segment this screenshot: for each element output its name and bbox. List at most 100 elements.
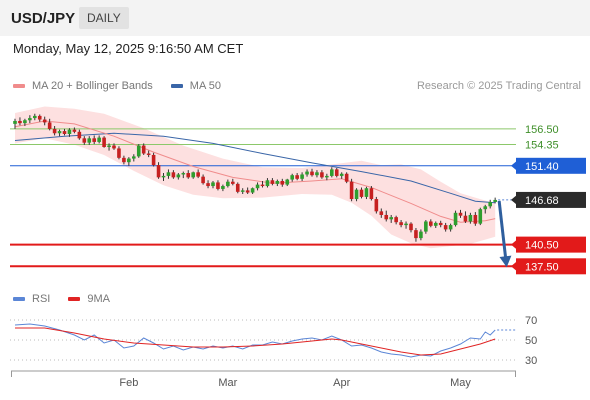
candle: [245, 187, 250, 194]
candle-body: [399, 222, 403, 226]
candle: [280, 178, 285, 187]
candle: [369, 186, 374, 201]
candle-body: [325, 175, 329, 178]
candle: [146, 150, 151, 158]
candle-body: [107, 145, 111, 147]
ma50-legend-label: MA 50: [189, 80, 221, 92]
timeframe-button[interactable]: DAILY: [79, 7, 129, 29]
candle-body: [409, 223, 413, 231]
candle-body: [166, 172, 171, 176]
candle-body: [13, 120, 17, 124]
candle: [320, 170, 324, 179]
candle-body: [240, 190, 245, 192]
level-tag-pointer-3: [511, 194, 517, 205]
level-tag-2: [516, 157, 586, 174]
candle: [394, 215, 398, 225]
candle: [260, 180, 265, 188]
candle: [231, 178, 235, 186]
candle: [250, 187, 255, 194]
candle: [463, 211, 468, 223]
candle: [132, 154, 136, 162]
candle-body: [394, 217, 398, 223]
candle: [211, 180, 215, 189]
candle: [473, 212, 478, 226]
candle: [122, 155, 126, 165]
candle-body: [369, 188, 374, 200]
candle-body: [275, 180, 280, 184]
candle: [389, 214, 393, 223]
candle-body: [334, 169, 339, 176]
candle: [216, 180, 220, 191]
candle-body: [181, 173, 186, 175]
candle-body: [132, 156, 136, 159]
candle-body: [211, 182, 215, 187]
candle-body: [216, 182, 220, 189]
candle-body: [117, 148, 121, 158]
candle: [488, 199, 492, 209]
candle: [156, 162, 161, 179]
candle: [18, 117, 22, 126]
candle: [374, 196, 379, 214]
candle-body: [344, 173, 349, 182]
candle: [87, 136, 92, 145]
candle: [300, 172, 304, 181]
rsi-legend-label: RSI: [32, 293, 51, 305]
candle-body: [42, 119, 47, 123]
candle-body: [191, 172, 195, 178]
candle: [409, 222, 413, 233]
level-tag-3: [516, 191, 586, 208]
level-tag-4: [516, 236, 586, 253]
candle-body: [161, 175, 166, 178]
candle-body: [151, 154, 156, 166]
candle-body: [414, 230, 418, 239]
candle-body: [28, 118, 32, 121]
candle: [419, 229, 423, 241]
candle: [265, 178, 270, 188]
candle: [28, 115, 32, 124]
candle-body: [438, 222, 443, 226]
candle: [384, 210, 389, 222]
candle: [151, 152, 156, 167]
candle-body: [196, 172, 200, 177]
candle: [107, 143, 111, 151]
candle-body: [433, 222, 438, 226]
candle: [57, 129, 62, 137]
candle-body: [478, 209, 483, 224]
candle: [349, 178, 354, 202]
candle: [458, 209, 463, 218]
rsi-legend: RSI 9MA: [13, 293, 128, 305]
candle: [493, 197, 497, 204]
candle-body: [206, 183, 210, 187]
level-tag-pointer-4: [511, 239, 517, 250]
rsi-line: [14, 323, 496, 358]
candle: [181, 171, 186, 179]
candle: [270, 178, 275, 186]
candle: [176, 173, 181, 180]
candle: [42, 116, 47, 126]
candle: [196, 169, 200, 179]
candle-body: [127, 158, 131, 163]
candle-body: [463, 215, 468, 222]
candle-body: [122, 157, 126, 163]
candle: [102, 136, 106, 148]
candle-body: [349, 181, 354, 200]
candle: [201, 174, 205, 185]
forecast-arrow-head: [499, 255, 512, 268]
candle: [171, 170, 176, 179]
candle: [344, 172, 349, 184]
candle-body: [112, 145, 116, 149]
candle: [275, 179, 280, 187]
level-label-1: 154.35: [525, 139, 559, 151]
candle-body: [250, 188, 255, 193]
candle-body: [443, 225, 448, 230]
level-label-5: 137.50: [525, 261, 559, 273]
candle: [166, 169, 171, 179]
candle-body: [473, 214, 478, 224]
candle: [478, 207, 483, 226]
candle-body: [305, 171, 309, 175]
candle-body: [359, 189, 364, 197]
candle-body: [33, 115, 37, 119]
candle-body: [285, 179, 290, 185]
candle-body: [52, 128, 57, 134]
candle: [82, 136, 87, 145]
